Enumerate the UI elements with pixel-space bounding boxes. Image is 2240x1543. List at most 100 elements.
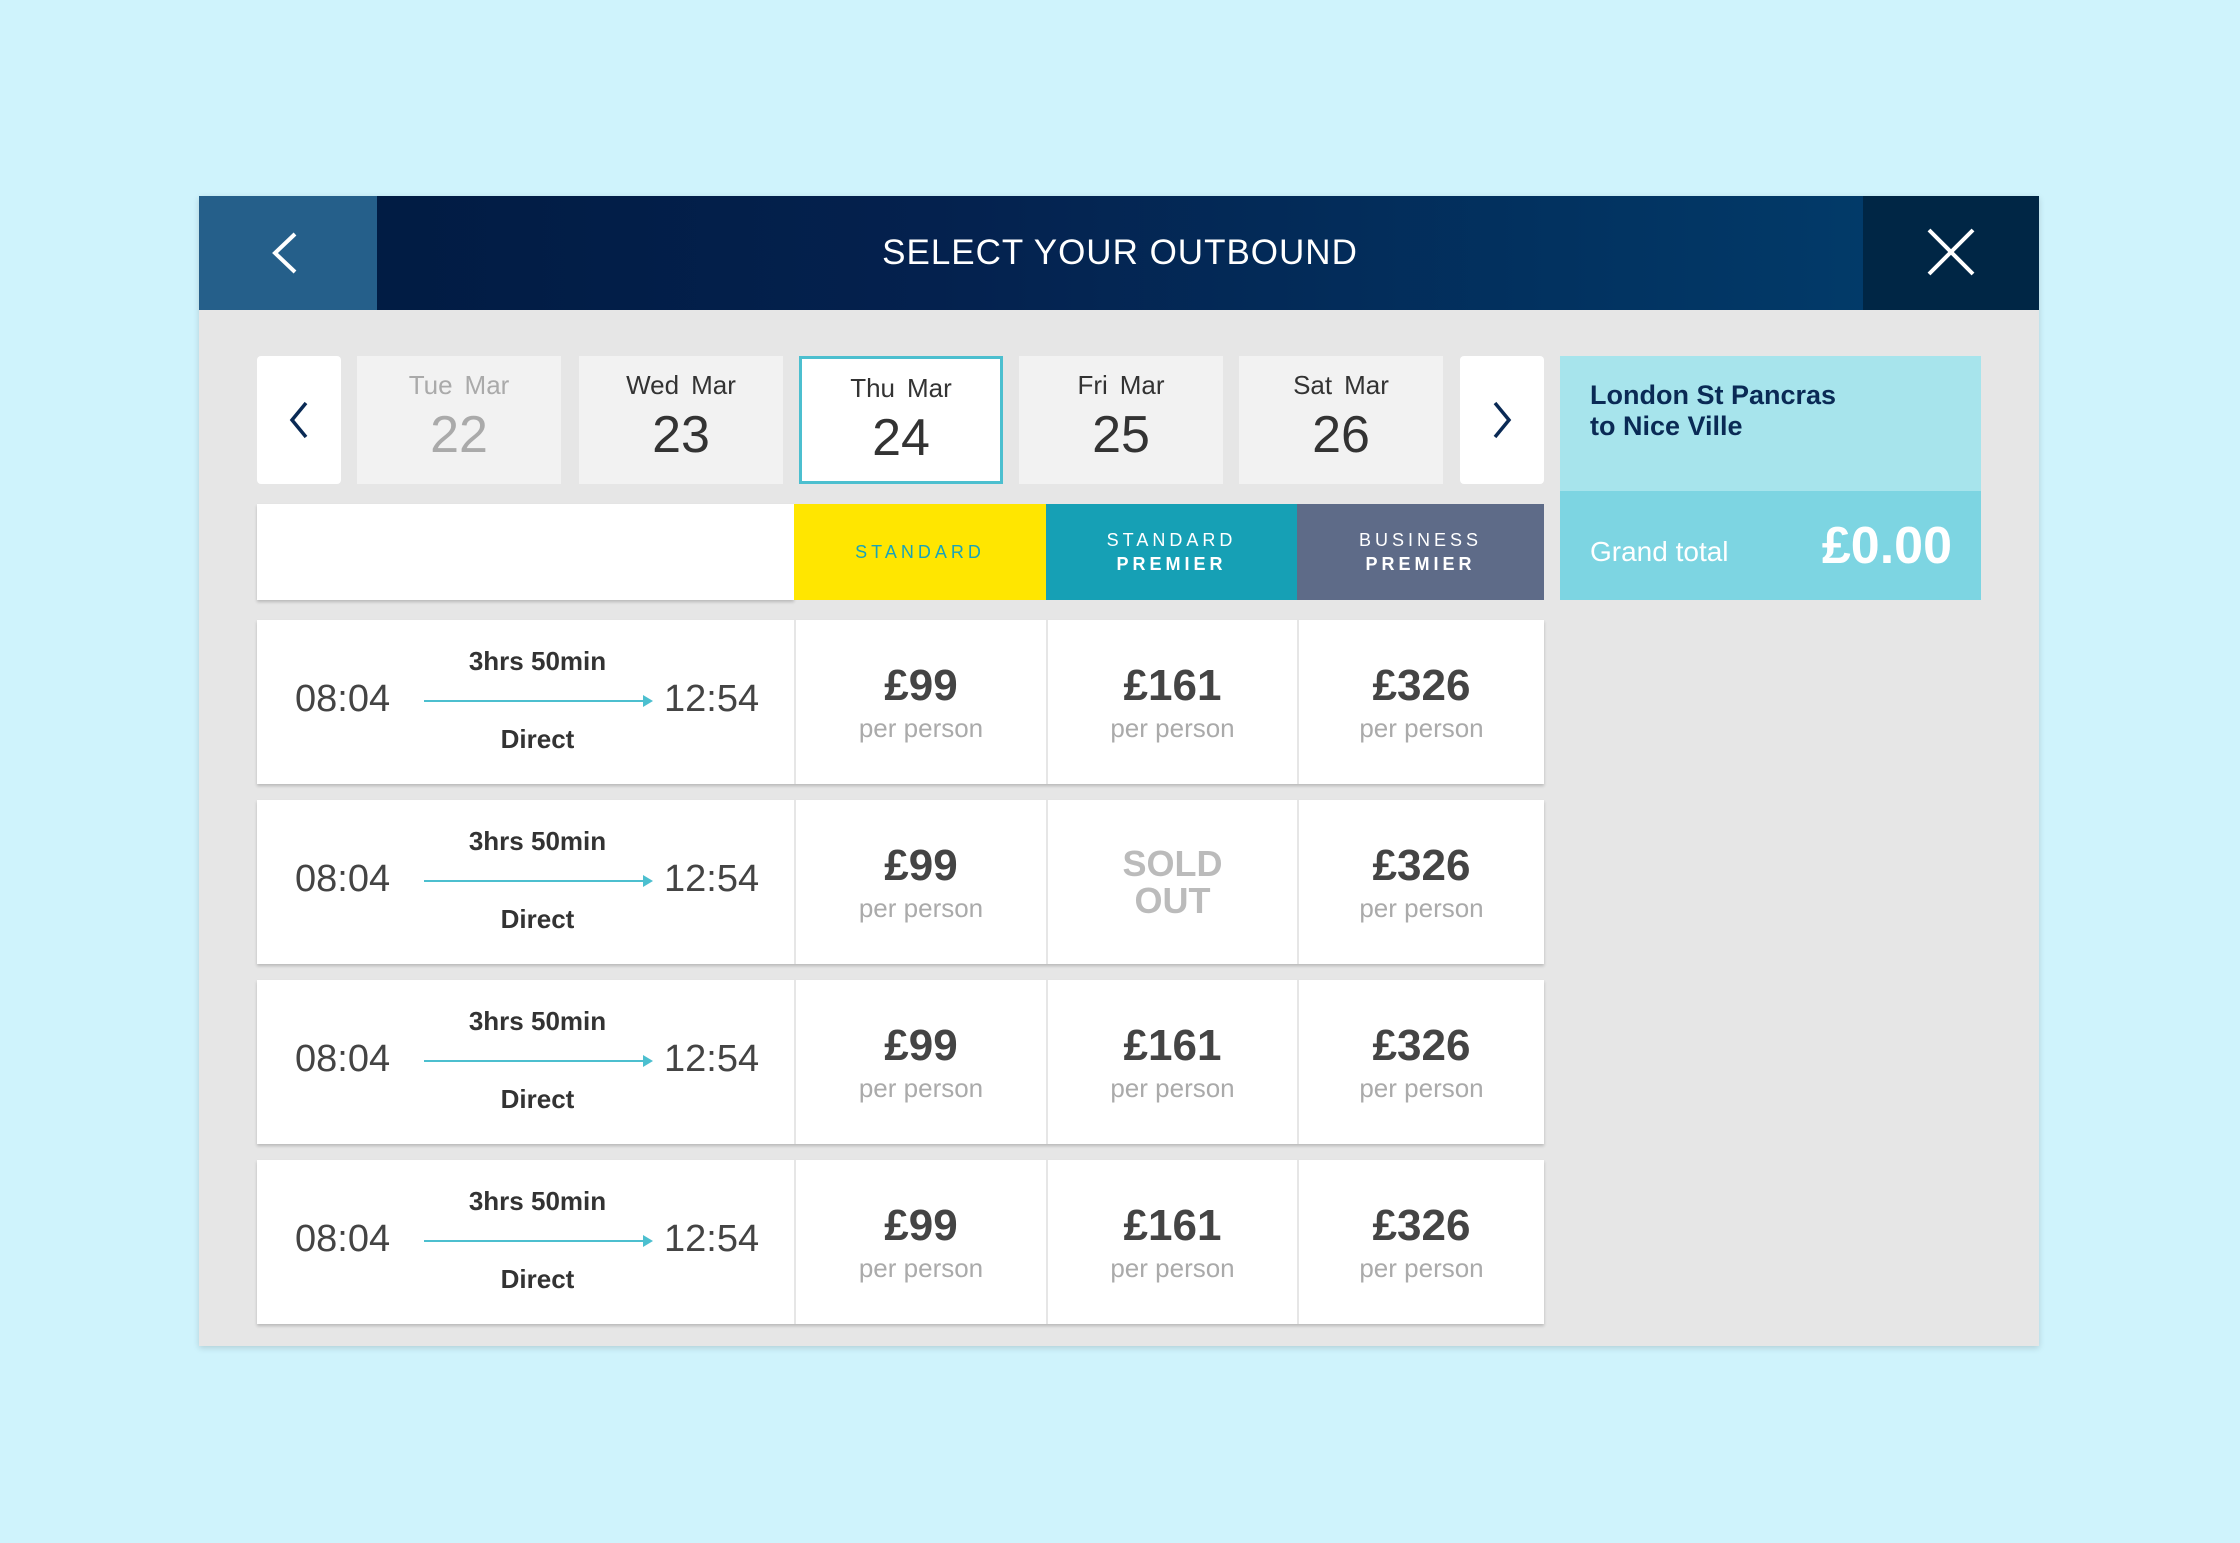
- depart-time: 08:04: [295, 678, 391, 720]
- duration: 3hrs 50min: [468, 1186, 607, 1216]
- journey-row: 08:04 12:54 3hrs 50min Direct £99 per person £…: [257, 980, 1544, 1144]
- journey-arrow: [424, 1235, 653, 1247]
- month: Mar: [1119, 370, 1165, 400]
- arrive-time: 12:54: [664, 678, 760, 720]
- fare-cell[interactable]: £99 per person: [794, 800, 1046, 964]
- duration: 3hrs 50min: [468, 646, 607, 676]
- fare-cell[interactable]: £99 per person: [794, 980, 1046, 1144]
- fare-cell[interactable]: £161 per person: [1046, 1160, 1297, 1324]
- fare-price: £99: [884, 840, 958, 890]
- date-card[interactable]: Wed Mar 23: [579, 356, 783, 484]
- weekday: Tue: [408, 370, 453, 400]
- class-sub: PREMIER: [1116, 553, 1227, 574]
- date-label: Wed Mar: [579, 370, 783, 401]
- fare-price: £161: [1123, 660, 1222, 710]
- fare-note: per person: [1110, 1252, 1235, 1283]
- journey-type: Direct: [500, 1084, 575, 1114]
- close-icon: [1927, 228, 1975, 276]
- fare-price: £99: [884, 1020, 958, 1070]
- weekday: Fri: [1077, 370, 1108, 400]
- journey-type: Direct: [500, 724, 575, 754]
- prev-icon: [289, 401, 308, 439]
- fare-price: £326: [1372, 1200, 1471, 1250]
- class-header-blank: [257, 504, 794, 600]
- next-dates[interactable]: [1460, 356, 1544, 484]
- fare-cell[interactable]: £161 per person: [1046, 620, 1297, 784]
- class-name: STANDARD: [1106, 529, 1237, 550]
- fare-price: £99: [884, 660, 958, 710]
- route-box: [1560, 356, 1981, 491]
- fare-cell[interactable]: £99 per person: [794, 620, 1046, 784]
- class-header: STANDARD PREMIER: [1046, 504, 1297, 600]
- duration: 3hrs 50min: [468, 1006, 607, 1036]
- route-line: London St Pancras: [1590, 380, 1837, 410]
- fare-price: £326: [1372, 660, 1471, 710]
- journey-row: 08:04 12:54 3hrs 50min Direct £99 per person £…: [257, 1160, 1544, 1324]
- class-name: STANDARD: [855, 541, 985, 562]
- journey-arrow: [424, 695, 653, 707]
- fare-note: per person: [1359, 1252, 1484, 1283]
- fare-price: £99: [884, 1200, 958, 1250]
- journey-type: Direct: [500, 1264, 575, 1294]
- weekday: Sat: [1293, 370, 1333, 400]
- fare-note: per person: [858, 1072, 984, 1103]
- fare-cell[interactable]: £326 per person: [1297, 620, 1544, 784]
- date-card: Tue Mar 22: [357, 356, 561, 484]
- class-name: BUSINESS: [1358, 529, 1483, 550]
- class-header: BUSINESS PREMIER: [1297, 504, 1544, 600]
- sold-out: SOLD OUT: [1122, 843, 1223, 921]
- date-label: Tue Mar: [357, 370, 561, 401]
- duration: 3hrs 50min: [468, 826, 607, 856]
- fare-note: per person: [858, 712, 984, 743]
- month: Mar: [907, 373, 952, 403]
- day-number: 22: [430, 406, 488, 464]
- fare-note: per person: [858, 892, 984, 923]
- day-number: 26: [1312, 406, 1370, 464]
- date-card[interactable]: Sat Mar 26: [1239, 356, 1443, 484]
- fare-cell[interactable]: £161 per person: [1046, 980, 1297, 1144]
- arrive-time: 12:54: [664, 1038, 760, 1080]
- date-label: Sat Mar: [1239, 370, 1443, 401]
- depart-time: 08:04: [295, 858, 391, 900]
- fare-note: per person: [1359, 1072, 1484, 1103]
- weekday: Wed: [626, 370, 680, 400]
- fare-cell[interactable]: £326 per person: [1297, 1160, 1544, 1324]
- fare-cell[interactable]: £326 per person: [1297, 800, 1544, 964]
- date-card[interactable]: Fri Mar 25: [1019, 356, 1223, 484]
- fare-note: per person: [858, 1252, 984, 1283]
- date-label: Thu Mar: [802, 373, 1000, 404]
- fare-note: per person: [1110, 1072, 1235, 1103]
- prev-dates[interactable]: [257, 356, 341, 484]
- class-sub: PREMIER: [1365, 553, 1476, 574]
- month: Mar: [691, 370, 736, 400]
- route-line: to Nice Ville: [1590, 411, 1743, 441]
- fare-price: £161: [1123, 1200, 1222, 1250]
- fare-price: £161: [1123, 1020, 1222, 1070]
- fare-price: £326: [1372, 840, 1471, 890]
- fare-note: per person: [1359, 712, 1484, 743]
- total-label: Grand total: [1590, 536, 1729, 567]
- header-bar: [199, 196, 2039, 310]
- fare-cell[interactable]: £326 per person: [1297, 980, 1544, 1144]
- arrive-time: 12:54: [664, 1218, 760, 1260]
- total-box: [1560, 491, 1981, 600]
- journey-row: 08:04 12:54 3hrs 50min Direct £99 per person S…: [257, 800, 1544, 964]
- date-label: Fri Mar: [1019, 370, 1223, 401]
- fare-cell: SOLD OUT: [1046, 800, 1297, 964]
- journey-row: 08:04 12:54 3hrs 50min Direct £99 per person £…: [257, 620, 1544, 784]
- journey-type: Direct: [500, 904, 575, 934]
- back-icon: [272, 232, 297, 274]
- journey-arrow: [424, 1055, 653, 1067]
- month: Mar: [1344, 370, 1389, 400]
- day-number: 23: [652, 406, 710, 464]
- next-icon: [1493, 401, 1512, 439]
- weekday: Thu: [850, 373, 896, 403]
- class-header: STANDARD: [794, 504, 1046, 600]
- fare-cell[interactable]: £99 per person: [794, 1160, 1046, 1324]
- close-button[interactable]: [1863, 196, 2039, 310]
- fare-note: per person: [1359, 892, 1484, 923]
- back-button[interactable]: [199, 196, 377, 310]
- date-card[interactable]: Thu Mar 24: [799, 356, 1003, 484]
- fare-note: per person: [1110, 712, 1235, 743]
